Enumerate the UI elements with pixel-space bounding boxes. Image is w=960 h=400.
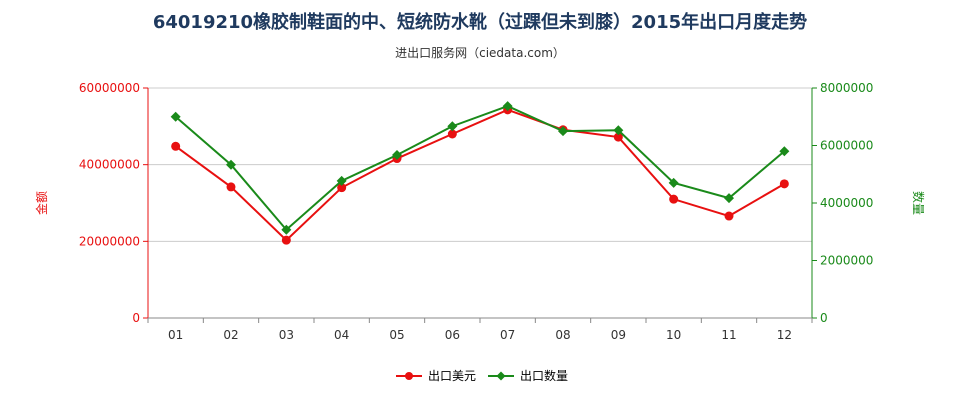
legend-marker (405, 372, 413, 380)
left-axis: 0 20000000 40000000 60000000 (79, 81, 149, 325)
left-axis-tick-label: 40000000 (79, 158, 140, 172)
x-axis-tick-label: 05 (389, 328, 404, 342)
right-axis-tick-label: 0 (820, 311, 828, 325)
left-axis-tick-label: 0 (132, 311, 140, 325)
data-point-quantity (170, 111, 181, 122)
legend-marker (496, 371, 506, 381)
x-axis-tick-label: 03 (279, 328, 294, 342)
left-axis-title: 金额 (34, 191, 49, 215)
chart-title: 64019210橡胶制鞋面的中、短统防水靴（过踝但未到膝）2015年出口月度走势 (152, 12, 808, 33)
data-point-quantity (447, 121, 458, 132)
data-point-value (613, 132, 623, 142)
data-point-quantity (779, 146, 790, 157)
legend: 出口美元 出口数量 (396, 368, 568, 383)
series-line-value (175, 108, 785, 242)
data-point-value (281, 235, 291, 245)
gridlines (148, 87, 812, 242)
legend-label: 出口数量 (520, 368, 568, 383)
data-point-quantity (668, 177, 679, 188)
data-point-value (724, 211, 734, 221)
data-point-quantity (724, 193, 734, 204)
data-point-quantity (336, 175, 347, 186)
data-point-quantity (281, 224, 292, 235)
x-axis-tick-label: 12 (777, 328, 792, 342)
data-point-quantity (558, 126, 568, 137)
right-axis-tick-label: 4000000 (820, 196, 873, 210)
x-axis-tick-label: 11 (721, 328, 736, 342)
x-axis-tick-label: 02 (223, 328, 238, 342)
left-axis-tick-label: 20000000 (79, 234, 140, 248)
right-axis-tick-label: 2000000 (820, 254, 873, 268)
x-axis-tick-label: 10 (666, 328, 681, 342)
right-axis: 0 2000000 4000000 6000000 8000000 (811, 81, 873, 325)
series-line-quantity (175, 105, 785, 232)
data-point-value (447, 129, 457, 139)
data-point-value (669, 194, 679, 204)
data-point-value (171, 141, 181, 151)
right-axis-title: 数量 (911, 191, 926, 215)
data-point-value (337, 183, 347, 193)
legend-label: 出口美元 (428, 369, 476, 383)
data-point-quantity (392, 149, 402, 160)
x-axis: 01 02 03 04 05 06 07 08 09 10 11 12 (147, 317, 813, 342)
chart-subtitle: 进出口服务网（ciedata.com） (395, 46, 565, 60)
series-lines (170, 101, 790, 245)
data-point-value (226, 182, 236, 192)
data-point-quantity (226, 159, 236, 170)
right-axis-tick-label: 6000000 (820, 139, 873, 153)
x-axis-tick-label: 06 (445, 328, 460, 342)
data-point-value (779, 179, 789, 189)
x-axis-tick-label: 07 (500, 328, 515, 342)
x-axis-tick-label: 08 (555, 328, 570, 342)
x-axis-tick-label: 09 (611, 328, 626, 342)
x-axis-tick-label: 04 (334, 328, 349, 342)
data-point-quantity (502, 101, 513, 112)
left-axis-tick-label: 60000000 (79, 81, 140, 95)
right-axis-tick-label: 8000000 (820, 81, 873, 95)
x-axis-tick-label: 01 (168, 328, 183, 342)
data-point-quantity (613, 125, 624, 136)
